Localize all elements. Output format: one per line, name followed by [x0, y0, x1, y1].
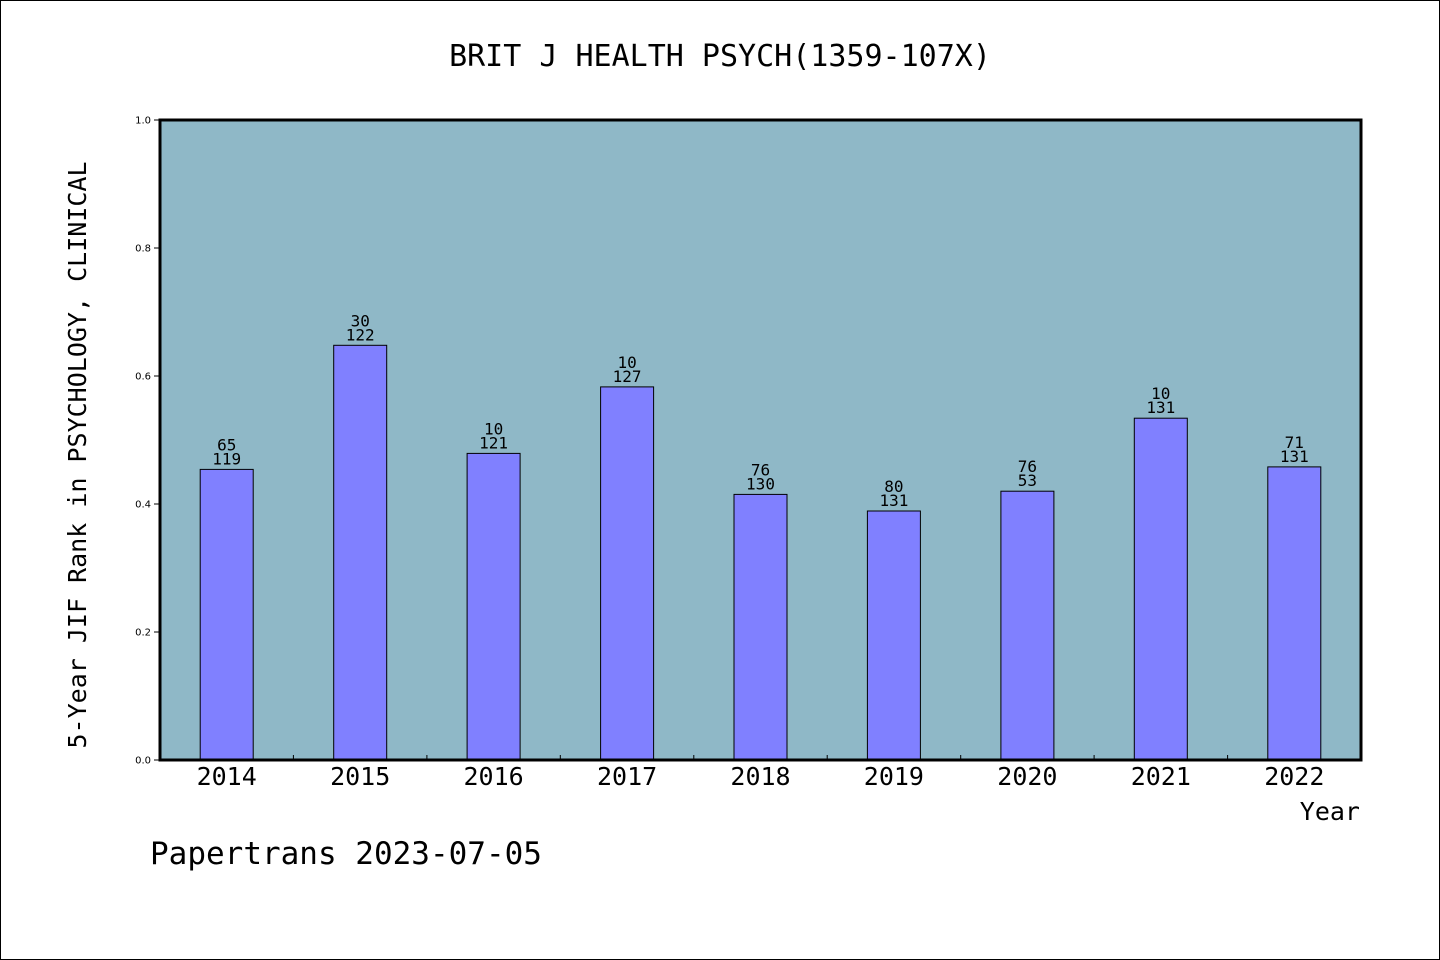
bar-total-label-2017: 127	[613, 367, 642, 386]
x-axis-ticks: 2014 2015 2016 2017 2018 2019 2020 2021 2022	[197, 755, 1324, 791]
bar-rank-label-2016: 10	[484, 419, 503, 438]
bar-rank-label-2019: 80	[884, 477, 903, 496]
bar-rank-label-2017: 10	[617, 353, 636, 372]
bar-rank-label-2014: 65	[217, 435, 236, 454]
y-axis-label: 5-Year JIF Rank in PSYCHOLOGY, CLINICAL	[63, 162, 92, 749]
y-tick-label: 0.0	[135, 756, 151, 767]
plot-border	[158, 118, 1363, 762]
bar-2018	[733, 493, 788, 761]
x-tick-label-2015: 2015	[330, 762, 390, 791]
x-tick-label-2019: 2019	[864, 762, 924, 791]
bar-total-label-2015: 122	[346, 325, 375, 344]
bar-rank-label-2021: 10	[1151, 384, 1170, 403]
bar-total-label-2018: 130	[746, 474, 775, 493]
y-tick-label: 0.6	[135, 372, 151, 383]
x-tick-label-2016: 2016	[463, 762, 523, 791]
bar-total-label-2022: 131	[1280, 447, 1309, 466]
bar-total-label-2019: 131	[879, 491, 908, 510]
x-tick-label-2022: 2022	[1264, 762, 1324, 791]
bar-rank-label-2018: 76	[751, 460, 770, 479]
y-tick-label: 0.8	[135, 244, 151, 255]
bar-2017	[600, 386, 655, 761]
bar-total-label-2021: 131	[1146, 398, 1175, 417]
bar-rank-label-2022: 71	[1285, 433, 1304, 452]
y-tick-label: 0.4	[135, 500, 151, 511]
bar-total-label-2016: 121	[479, 433, 508, 452]
x-tick-label-2014: 2014	[197, 762, 257, 791]
bar-2022	[1267, 466, 1322, 761]
bars-group	[199, 344, 1322, 761]
bar-total-label-2020: 53	[1018, 471, 1037, 490]
bar-2015	[333, 344, 388, 761]
bar-2014	[199, 468, 254, 761]
bar-2019	[866, 510, 921, 761]
y-tick-label: 0.2	[135, 628, 151, 639]
bar-2021	[1133, 417, 1188, 761]
bar-rank-label-2015: 30	[351, 311, 370, 330]
footer-credit: Papertrans 2023-07-05	[150, 836, 542, 872]
x-tick-label-2017: 2017	[597, 762, 657, 791]
x-tick-label-2018: 2018	[730, 762, 790, 791]
x-axis-label: Year	[1300, 797, 1360, 826]
x-tick-label-2020: 2020	[997, 762, 1057, 791]
bar-rank-label-2020: 76	[1018, 457, 1037, 476]
bar-2020	[1000, 490, 1055, 761]
y-tick-label: 1.0	[135, 116, 151, 127]
chart-title: BRIT J HEALTH PSYCH(1359-107X)	[449, 39, 991, 74]
bar-2016	[466, 452, 521, 761]
bar-total-label-2014: 119	[212, 449, 241, 468]
x-tick-label-2021: 2021	[1131, 762, 1191, 791]
y-axis-ticks: 0.0 0.2 0.4 0.6 0.8 1.0	[135, 116, 160, 767]
